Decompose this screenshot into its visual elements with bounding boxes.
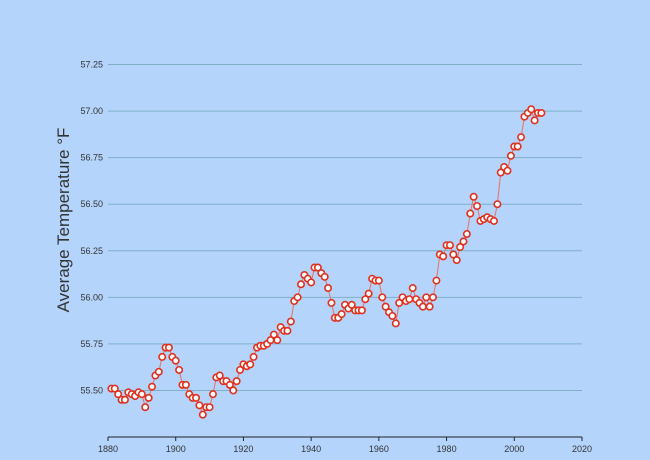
x-axis-ticks: 1880 1900 1920 1940 1960 1980 2000 2020 bbox=[98, 437, 592, 454]
y-tick-label: 55.50 bbox=[80, 385, 103, 395]
data-point bbox=[469, 192, 478, 201]
y-tick-label: 56.00 bbox=[80, 292, 103, 302]
data-point bbox=[374, 276, 383, 285]
y-tick-label: 57.25 bbox=[80, 60, 103, 70]
data-point bbox=[141, 403, 150, 412]
data-point bbox=[229, 386, 238, 395]
data-point bbox=[378, 293, 387, 302]
data-point bbox=[408, 284, 417, 293]
data-point bbox=[537, 108, 546, 117]
data-point bbox=[388, 311, 397, 320]
data-point bbox=[357, 306, 366, 315]
data-point bbox=[432, 276, 441, 285]
data-point bbox=[164, 343, 173, 352]
data-point bbox=[473, 202, 482, 211]
data-point bbox=[286, 317, 295, 326]
data-point bbox=[439, 252, 448, 261]
data-point bbox=[395, 298, 404, 307]
data-point bbox=[175, 365, 184, 374]
data-point bbox=[506, 151, 515, 160]
data-point bbox=[148, 382, 157, 391]
x-tick-label: 1900 bbox=[166, 444, 186, 454]
data-point bbox=[181, 380, 190, 389]
data-points bbox=[107, 105, 546, 419]
y-tick-label: 57.00 bbox=[80, 106, 103, 116]
data-point bbox=[503, 166, 512, 175]
y-tick-label: 56.25 bbox=[80, 246, 103, 256]
x-tick-label: 2000 bbox=[504, 444, 524, 454]
data-point bbox=[456, 243, 465, 252]
data-point bbox=[171, 356, 180, 365]
data-point bbox=[154, 367, 163, 376]
data-point bbox=[418, 302, 427, 311]
data-point bbox=[236, 365, 245, 374]
y-tick-label: 55.75 bbox=[80, 339, 103, 349]
data-point bbox=[405, 295, 414, 304]
x-tick-label: 1940 bbox=[301, 444, 321, 454]
data-point bbox=[517, 133, 526, 142]
data-point bbox=[462, 230, 471, 239]
data-point bbox=[249, 352, 258, 361]
data-point bbox=[422, 293, 431, 302]
data-point bbox=[246, 360, 255, 369]
data-point bbox=[215, 371, 224, 380]
data-point bbox=[269, 330, 278, 339]
data-point bbox=[225, 380, 234, 389]
data-point bbox=[459, 237, 468, 246]
x-tick-label: 1880 bbox=[98, 444, 118, 454]
data-point bbox=[198, 410, 207, 419]
gridlines bbox=[108, 64, 582, 391]
y-tick-label: 56.75 bbox=[80, 153, 103, 163]
data-point bbox=[195, 401, 204, 410]
data-point bbox=[327, 298, 336, 307]
data-point bbox=[530, 116, 539, 125]
data-point bbox=[391, 319, 400, 328]
data-point bbox=[137, 390, 146, 399]
data-point bbox=[347, 300, 356, 309]
data-point bbox=[158, 352, 167, 361]
data-point bbox=[296, 280, 305, 289]
data-point bbox=[110, 384, 119, 393]
data-point bbox=[283, 326, 292, 335]
data-point bbox=[496, 168, 505, 177]
data-point bbox=[513, 142, 522, 151]
data-point bbox=[114, 390, 123, 399]
data-point bbox=[381, 302, 390, 311]
data-point bbox=[337, 310, 346, 319]
data-point bbox=[205, 403, 214, 412]
data-point bbox=[313, 263, 322, 272]
data-point bbox=[493, 200, 502, 209]
data-point bbox=[232, 377, 241, 386]
data-point bbox=[192, 393, 201, 402]
x-tick-label: 1960 bbox=[369, 444, 389, 454]
data-point bbox=[445, 241, 454, 250]
data-point bbox=[364, 289, 373, 298]
data-point bbox=[527, 105, 536, 114]
data-point bbox=[208, 390, 217, 399]
data-point bbox=[425, 302, 434, 311]
data-point bbox=[120, 395, 129, 404]
data-point bbox=[466, 209, 475, 218]
y-tick-label: 56.50 bbox=[80, 199, 103, 209]
data-point bbox=[429, 293, 438, 302]
data-point bbox=[307, 278, 316, 287]
data-point bbox=[273, 336, 282, 345]
data-point bbox=[324, 284, 333, 293]
data-point bbox=[361, 295, 370, 304]
y-axis-title: Average Temperature °F bbox=[54, 128, 73, 313]
y-axis-ticks: 55.50 55.75 56.00 56.25 56.50 56.75 57.00 57.25 bbox=[80, 60, 103, 396]
data-point bbox=[489, 216, 498, 225]
data-point bbox=[293, 293, 302, 302]
x-tick-label: 1980 bbox=[437, 444, 457, 454]
data-point bbox=[449, 250, 458, 259]
x-tick-label: 2020 bbox=[572, 444, 592, 454]
x-tick-label: 1920 bbox=[233, 444, 253, 454]
data-point bbox=[144, 393, 153, 402]
data-point bbox=[320, 272, 329, 281]
data-point bbox=[452, 256, 461, 265]
